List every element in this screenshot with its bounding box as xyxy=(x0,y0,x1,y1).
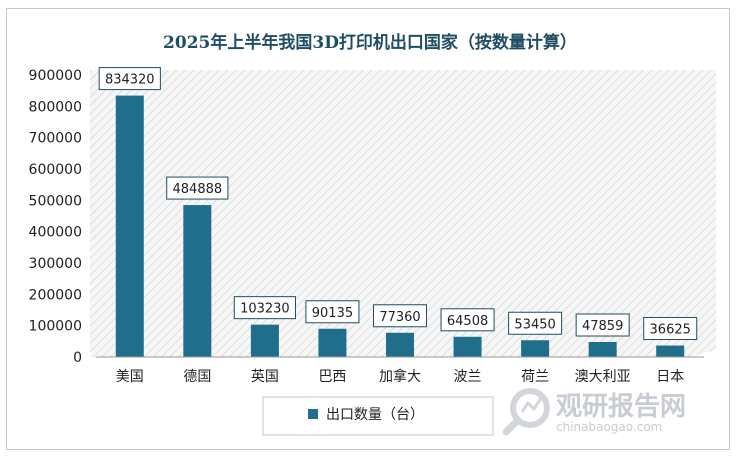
y-tick-label: 100000 xyxy=(29,319,82,335)
y-tick-label: 900000 xyxy=(29,68,82,84)
y-tick-label: 400000 xyxy=(29,225,82,241)
data-label-box xyxy=(305,300,360,324)
bar xyxy=(588,342,617,357)
data-label-box xyxy=(440,308,495,332)
data-label-box xyxy=(643,317,698,341)
watermark-url: chinabaogao.com xyxy=(556,420,662,434)
data-label: 53450 xyxy=(514,317,555,332)
bar xyxy=(318,328,347,357)
bar xyxy=(453,336,482,357)
data-label-box xyxy=(98,67,161,91)
bar xyxy=(115,95,144,357)
x-tick-label: 荷兰 xyxy=(521,369,549,385)
legend-box xyxy=(262,396,494,436)
y-tick-label: 200000 xyxy=(29,287,82,303)
bar xyxy=(250,324,279,357)
data-label-box xyxy=(575,313,630,337)
bar xyxy=(183,205,212,357)
y-tick-label: 0 xyxy=(73,350,82,366)
x-tick-label: 澳大利亚 xyxy=(575,369,631,385)
data-label: 36625 xyxy=(650,323,691,338)
x-tick-label: 日本 xyxy=(656,369,684,385)
data-label: 834320 xyxy=(105,73,155,88)
legend: 出口数量（台） xyxy=(262,396,494,436)
data-label: 90135 xyxy=(312,306,353,321)
y-axis: 0 100000 200000 300000 400000 500000 600000 700… xyxy=(29,68,82,366)
data-label-box xyxy=(233,296,296,320)
plot-background xyxy=(90,70,716,357)
x-tick-label: 英国 xyxy=(251,368,279,385)
data-label-box xyxy=(508,311,563,335)
watermark-logo-icon xyxy=(502,388,550,436)
x-tick-label: 波兰 xyxy=(454,369,482,385)
x-tick-label: 加拿大 xyxy=(379,368,421,385)
chart-title: 2025年上半年我国3D打印机出口国家（按数量计算） xyxy=(163,32,577,53)
y-tick-label: 700000 xyxy=(29,131,82,147)
x-tick-label: 德国 xyxy=(183,369,211,385)
y-tick-label: 600000 xyxy=(29,162,82,178)
data-label: 64508 xyxy=(447,314,488,329)
data-label: 103230 xyxy=(240,302,290,317)
y-tick-label: 800000 xyxy=(29,99,82,115)
bar xyxy=(656,345,685,357)
y-tick-label: 300000 xyxy=(29,256,82,272)
data-label: 77360 xyxy=(379,310,420,325)
data-label-box xyxy=(166,176,229,200)
watermark-brand: 观研报告网 xyxy=(556,391,686,422)
watermark: 观研报告网 chinabaogao.com xyxy=(502,388,686,436)
x-tick-label: 巴西 xyxy=(318,369,346,385)
data-label: 484888 xyxy=(173,182,223,197)
data-label: 47859 xyxy=(582,319,623,334)
x-axis: 美国 德国 英国 巴西 加拿大 波兰 荷兰 澳大利亚 日本 xyxy=(96,356,704,385)
data-label-box xyxy=(373,304,427,328)
x-tick-label: 美国 xyxy=(116,369,144,385)
legend-swatch xyxy=(308,409,318,419)
y-tick-label: 500000 xyxy=(29,193,82,209)
bar xyxy=(386,332,414,357)
legend-label: 出口数量（台） xyxy=(326,407,424,423)
bars: 834320 484888 103230 90135 77360 64508 53450 47… xyxy=(98,67,698,357)
bar xyxy=(521,340,550,357)
